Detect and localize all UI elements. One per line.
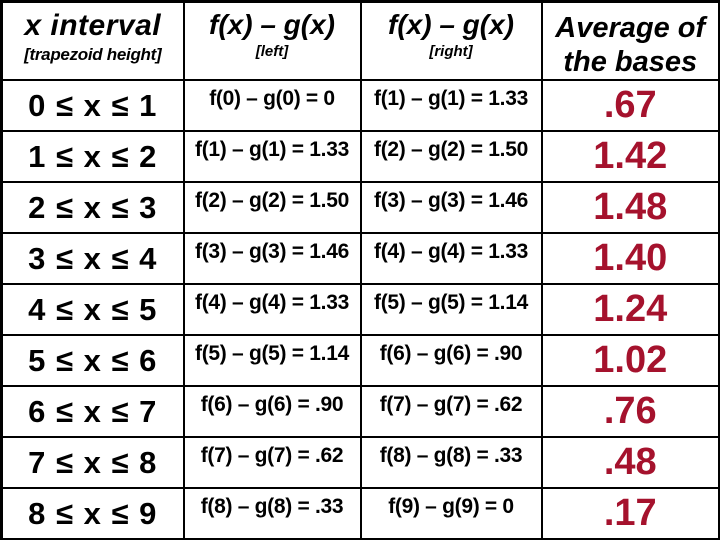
table-row: 6 ≤ x ≤ 7 f(6) – g(6) = .90 f(7) – g(7) … <box>0 385 720 439</box>
left-base-cell: f(4) – g(4) = 1.33 <box>182 283 362 337</box>
header-average-of-bases: Average of the bases <box>540 0 720 82</box>
right-base-cell: f(5) – g(5) = 1.14 <box>359 283 543 337</box>
right-base-cell: f(3) – g(3) = 1.46 <box>359 181 543 235</box>
table-row: 3 ≤ x ≤ 4 f(3) – g(3) = 1.46 f(4) – g(4)… <box>0 232 720 286</box>
left-base-cell: f(6) – g(6) = .90 <box>182 385 362 439</box>
left-base-cell: f(3) – g(3) = 1.46 <box>182 232 362 286</box>
header-average-of-bases-title: Average of the bases <box>555 12 706 79</box>
left-base-cell: f(5) – g(5) = 1.14 <box>182 334 362 388</box>
header-fx-gx-right-subtitle: [right] <box>429 43 473 61</box>
average-cell: .76 <box>540 385 720 439</box>
interval-cell: 2 ≤ x ≤ 3 <box>0 181 185 235</box>
table-row: 4 ≤ x ≤ 5 f(4) – g(4) = 1.33 f(5) – g(5)… <box>0 283 720 337</box>
average-cell: .48 <box>540 436 720 490</box>
average-cell: 1.42 <box>540 130 720 184</box>
left-base-cell: f(7) – g(7) = .62 <box>182 436 362 490</box>
right-base-cell: f(2) – g(2) = 1.50 <box>359 130 543 184</box>
average-cell: .67 <box>540 79 720 133</box>
left-base-cell: f(2) – g(2) = 1.50 <box>182 181 362 235</box>
header-x-interval-subtitle: [trapezoid height] <box>24 45 162 64</box>
header-row: x interval [trapezoid height] f(x) – g(x… <box>0 0 720 82</box>
left-base-cell: f(0) – g(0) = 0 <box>182 79 362 133</box>
interval-cell: 8 ≤ x ≤ 9 <box>0 487 185 540</box>
interval-cell: 1 ≤ x ≤ 2 <box>0 130 185 184</box>
header-fx-gx-left: f(x) – g(x) [left] <box>182 0 362 82</box>
left-base-cell: f(1) – g(1) = 1.33 <box>182 130 362 184</box>
table-row: 0 ≤ x ≤ 1 f(0) – g(0) = 0 f(1) – g(1) = … <box>0 79 720 133</box>
interval-cell: 0 ≤ x ≤ 1 <box>0 79 185 133</box>
average-cell: 1.24 <box>540 283 720 337</box>
left-base-cell: f(8) – g(8) = .33 <box>182 487 362 540</box>
interval-cell: 6 ≤ x ≤ 7 <box>0 385 185 439</box>
table-row: 5 ≤ x ≤ 6 f(5) – g(5) = 1.14 f(6) – g(6)… <box>0 334 720 388</box>
header-x-interval: x interval [trapezoid height] <box>0 0 185 82</box>
average-cell: 1.48 <box>540 181 720 235</box>
table-row: 7 ≤ x ≤ 8 f(7) – g(7) = .62 f(8) – g(8) … <box>0 436 720 490</box>
table-row: 8 ≤ x ≤ 9 f(8) – g(8) = .33 f(9) – g(9) … <box>0 487 720 540</box>
header-fx-gx-right: f(x) – g(x) [right] <box>359 0 543 82</box>
header-fx-gx-left-subtitle: [left] <box>255 43 289 61</box>
average-cell: 1.02 <box>540 334 720 388</box>
right-base-cell: f(4) – g(4) = 1.33 <box>359 232 543 286</box>
right-base-cell: f(8) – g(8) = .33 <box>359 436 543 490</box>
right-base-cell: f(1) – g(1) = 1.33 <box>359 79 543 133</box>
header-fx-gx-left-title: f(x) – g(x) <box>209 9 335 40</box>
table-row: 1 ≤ x ≤ 2 f(1) – g(1) = 1.33 f(2) – g(2)… <box>0 130 720 184</box>
interval-cell: 7 ≤ x ≤ 8 <box>0 436 185 490</box>
right-base-cell: f(6) – g(6) = .90 <box>359 334 543 388</box>
right-base-cell: f(9) – g(9) = 0 <box>359 487 543 540</box>
interval-cell: 5 ≤ x ≤ 6 <box>0 334 185 388</box>
header-x-interval-title: x interval <box>24 9 162 42</box>
average-cell: .17 <box>540 487 720 540</box>
interval-cell: 3 ≤ x ≤ 4 <box>0 232 185 286</box>
average-cell: 1.40 <box>540 232 720 286</box>
interval-cell: 4 ≤ x ≤ 5 <box>0 283 185 337</box>
right-base-cell: f(7) – g(7) = .62 <box>359 385 543 439</box>
table-row: 2 ≤ x ≤ 3 f(2) – g(2) = 1.50 f(3) – g(3)… <box>0 181 720 235</box>
header-fx-gx-right-title: f(x) – g(x) <box>388 9 514 40</box>
